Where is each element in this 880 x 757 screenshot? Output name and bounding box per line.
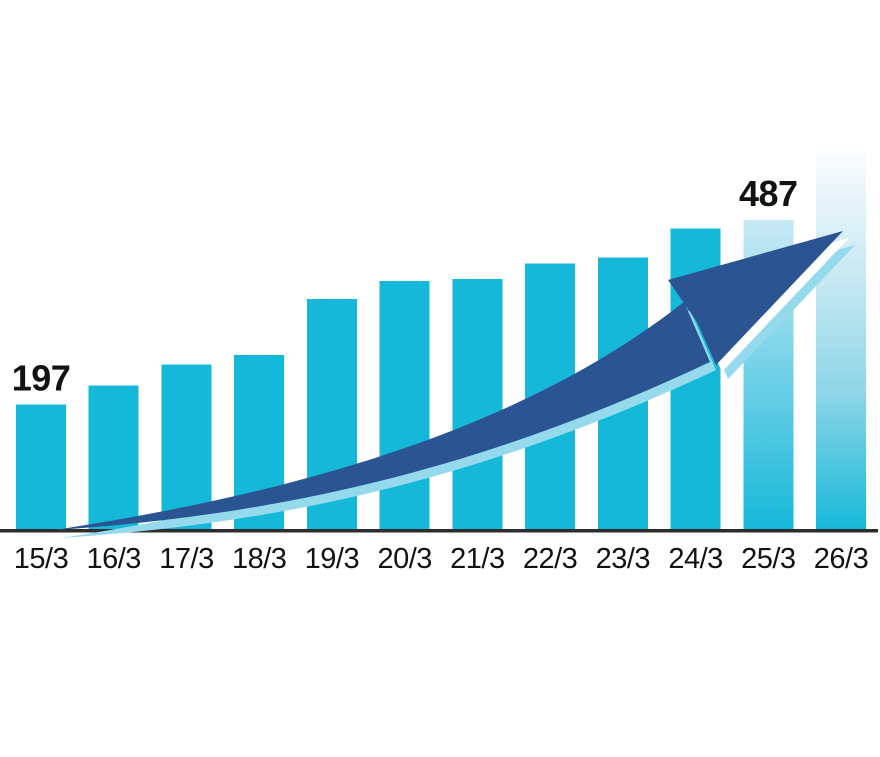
bar-26-3 bbox=[816, 146, 866, 531]
bar-15-3 bbox=[16, 404, 66, 530]
arrow-shaft-highlight bbox=[61, 310, 716, 538]
bar-21-3 bbox=[452, 279, 503, 530]
x-axis-label-20-3: 20/3 bbox=[377, 543, 431, 575]
x-axis-line bbox=[0, 529, 878, 533]
value-label-487: 487 bbox=[739, 173, 798, 214]
value-label-197: 197 bbox=[12, 358, 71, 399]
arrow-head bbox=[668, 231, 843, 365]
x-axis-label-23-3: 23/3 bbox=[596, 543, 650, 575]
x-axis-label-25-3: 25/3 bbox=[741, 543, 795, 575]
x-axis-label-24-3: 24/3 bbox=[668, 543, 722, 575]
arrow-shaft bbox=[55, 302, 710, 530]
x-axis-label-18-3: 18/3 bbox=[232, 543, 286, 575]
x-axis-label-26-3: 26/3 bbox=[814, 543, 868, 575]
trend-arrow-icon bbox=[55, 231, 855, 538]
x-axis-label-21-3: 21/3 bbox=[450, 543, 504, 575]
x-axis-labels: 15/3 16/3 17/3 18/3 19/3 20/3 21/3 22/3 23/3 24/3… bbox=[14, 543, 869, 575]
x-axis-label-17-3: 17/3 bbox=[159, 543, 213, 575]
bar-16-3 bbox=[88, 385, 139, 530]
x-axis-label-19-3: 19/3 bbox=[305, 543, 359, 575]
value-labels: 197 487 bbox=[12, 173, 798, 399]
x-axis-label-15-3: 15/3 bbox=[14, 543, 68, 575]
bar-20-3 bbox=[379, 281, 430, 530]
x-axis-label-16-3: 16/3 bbox=[86, 543, 140, 575]
bar-17-3 bbox=[161, 364, 212, 530]
x-axis-label-22-3: 22/3 bbox=[523, 543, 577, 575]
